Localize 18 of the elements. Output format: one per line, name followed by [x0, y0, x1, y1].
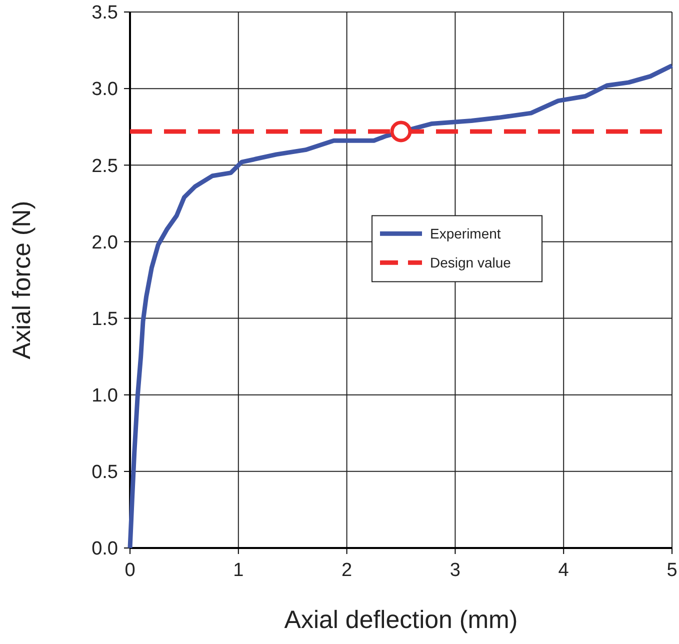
legend-label: Experiment [430, 226, 501, 242]
x-tick-label: 3 [450, 560, 460, 581]
y-tick-label: 0.0 [92, 538, 118, 560]
x-axis-title: Axial deflection (mm) [284, 606, 518, 634]
legend-label: Design value [430, 254, 512, 271]
y-tick-label: 2.0 [92, 232, 118, 254]
x-tick-label: 5 [666, 560, 678, 581]
y-tick-label: 0.5 [92, 462, 118, 484]
y-tick-label: 3.5 [92, 2, 118, 24]
x-tick-label: 1 [233, 560, 244, 581]
x-tick-label: 4 [558, 560, 570, 581]
y-axis-title: Axial force (N) [8, 200, 36, 360]
y-tick-label: 3.0 [92, 79, 118, 100]
y-tick-label: 2.5 [92, 156, 118, 177]
x-tick-label: 0 [124, 560, 136, 581]
y-tick-label: 1.5 [92, 308, 118, 330]
y-tick-label: 1.0 [92, 386, 118, 407]
x-tick-label: 2 [342, 560, 352, 581]
